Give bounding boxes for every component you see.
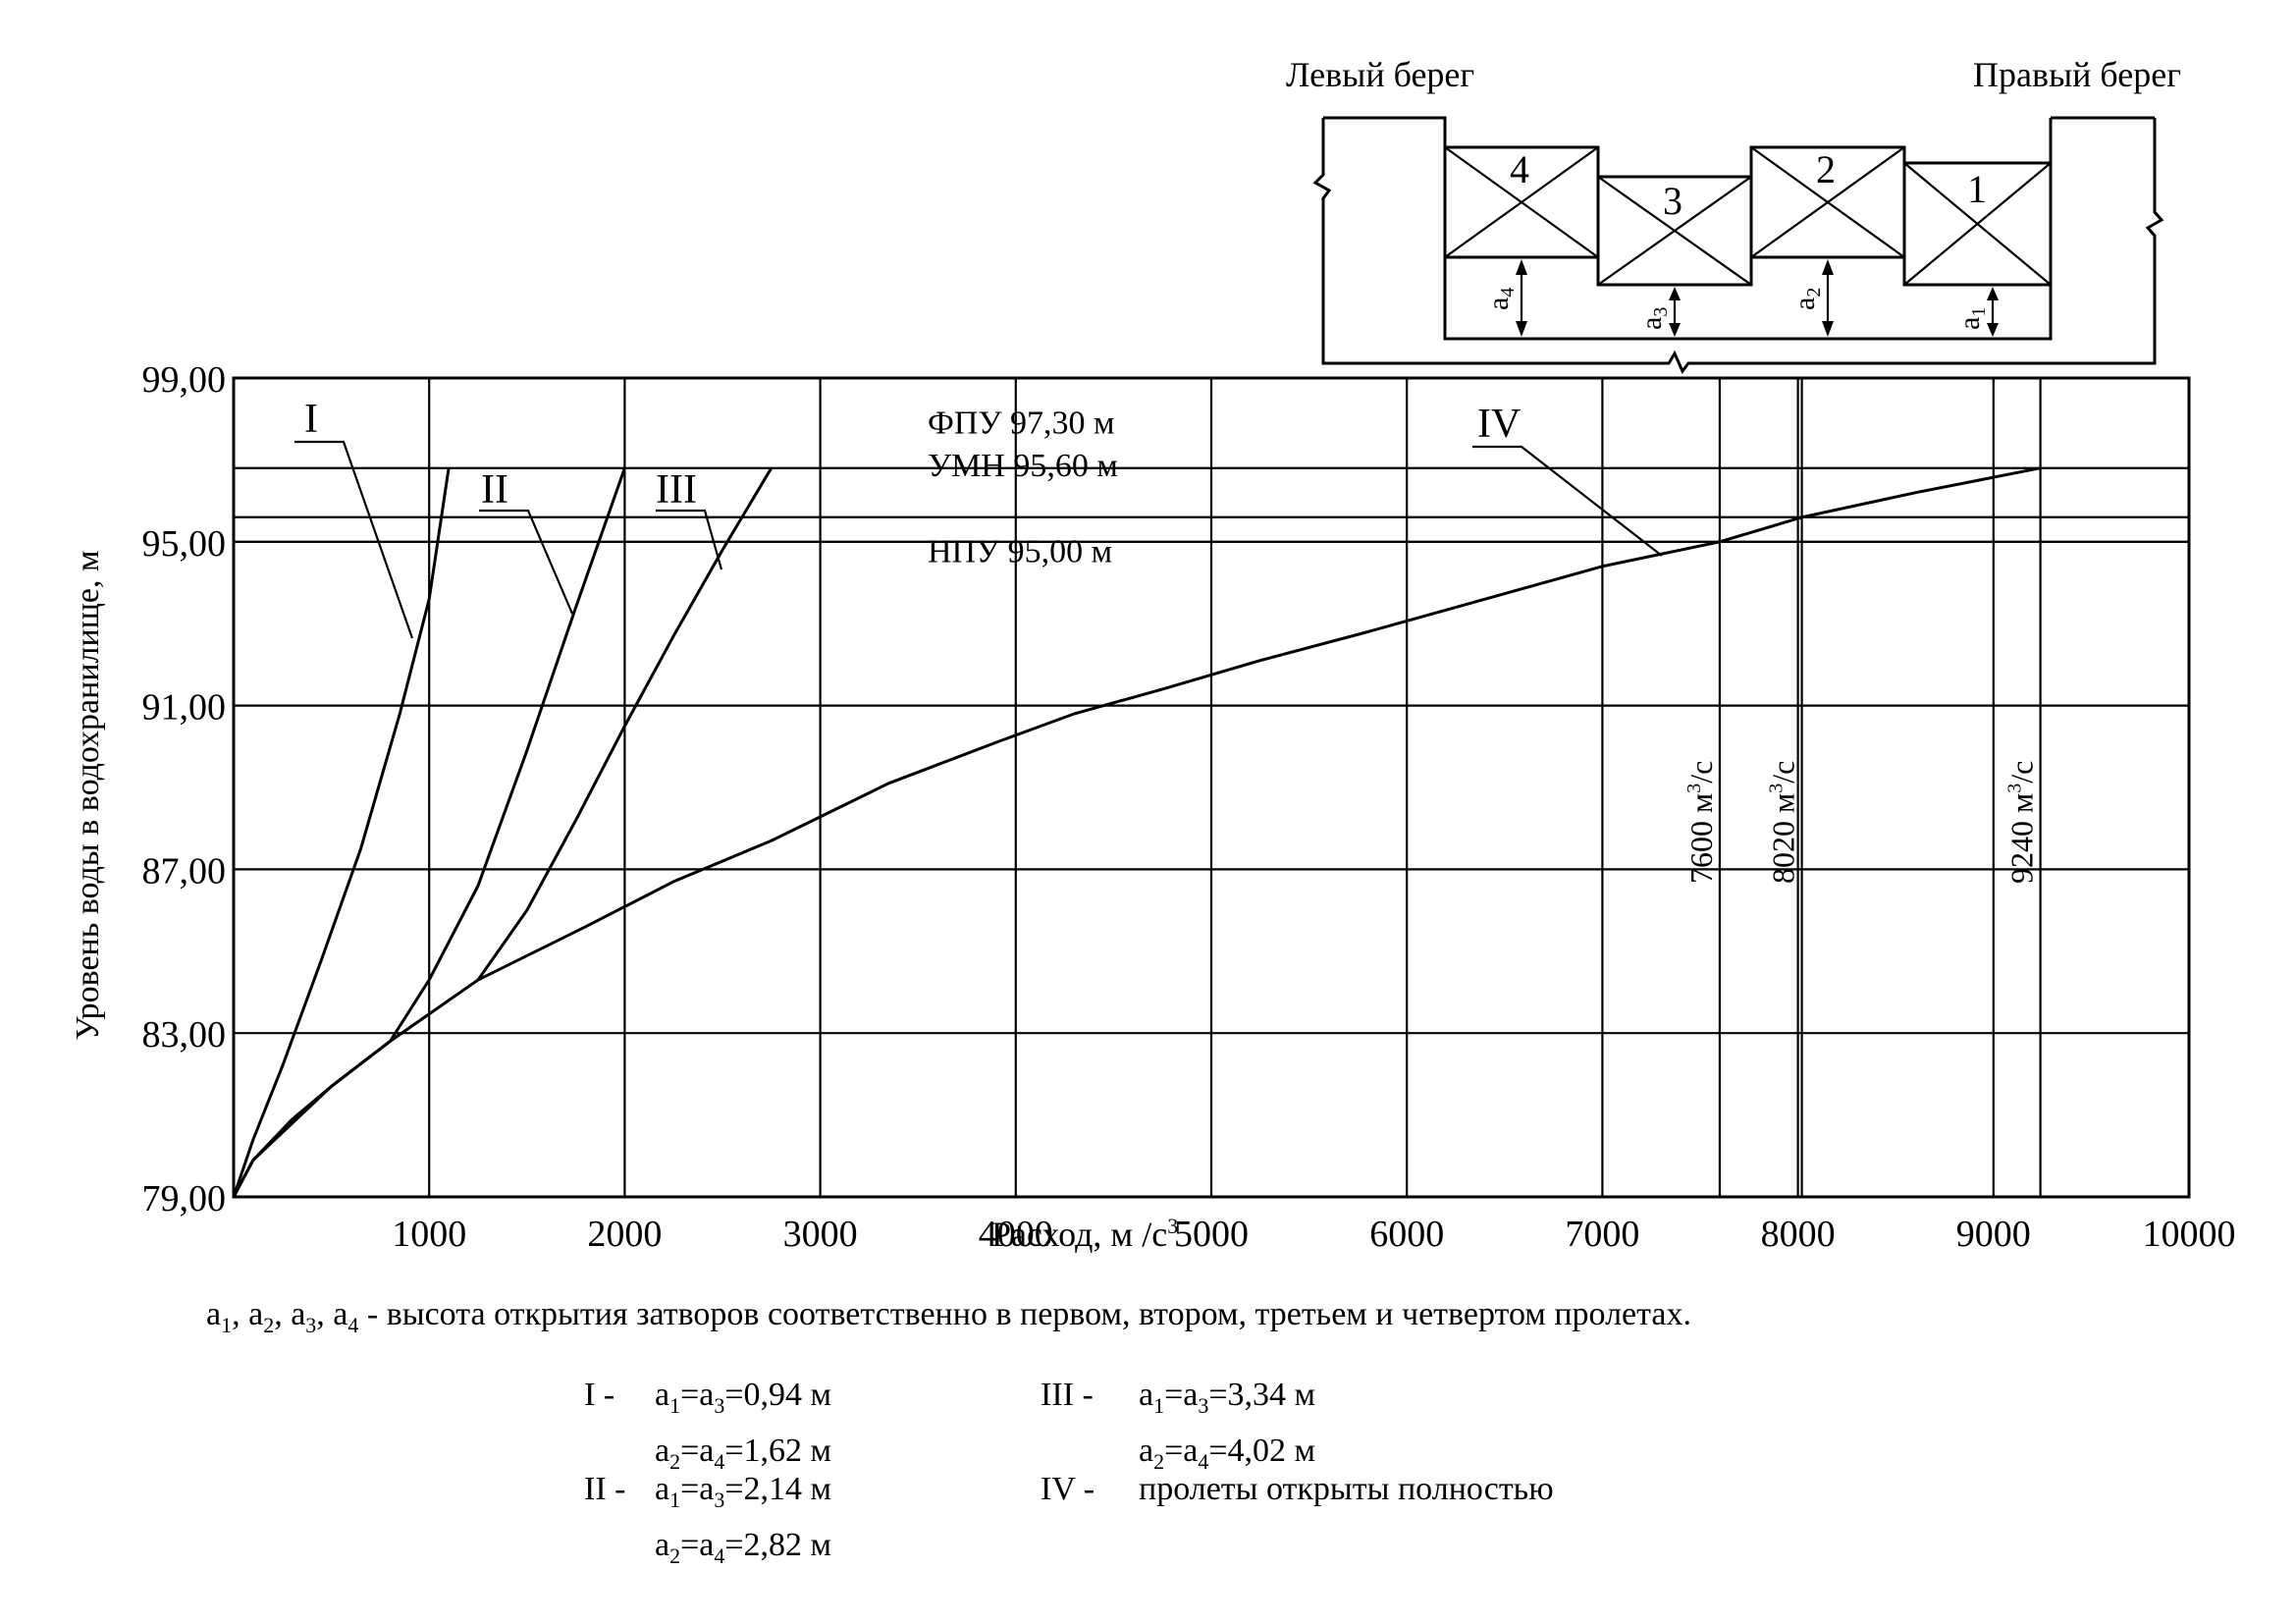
gate-number-3: 3: [1663, 179, 1682, 223]
opening-a1-label: a1: [1953, 307, 1990, 330]
callout-line-II: [479, 509, 574, 615]
y-axis-title: Уровень воды в водохранилище, м: [70, 551, 106, 1041]
x-axis-title: Расход, м /с3: [991, 1214, 1179, 1254]
series-IV: [232, 466, 2041, 1198]
gate-number-4: 4: [1510, 147, 1529, 191]
top-left-wall: [1323, 116, 1447, 147]
series-label-IV: IV: [1477, 402, 1521, 447]
level-label-1: УМН 95,60 м: [928, 448, 1118, 484]
left-bank-label: Левый берег: [1286, 55, 1474, 94]
x-tick-label-8000: 8000: [1761, 1214, 1836, 1255]
callout-line-IV: [1472, 445, 1663, 557]
discharge-label-2: 9240 м3/с: [2004, 761, 2040, 884]
legend-entry-I: I - a1=a3=0,94 м a2=a4=1,62 м: [584, 1377, 832, 1474]
series-I: [232, 467, 451, 1198]
series-label-II: II: [481, 467, 508, 513]
x-tick-label-2000: 2000: [587, 1214, 662, 1255]
y-tick-label-2: 87,00: [142, 850, 227, 892]
x-tick-label-10000: 10000: [2143, 1214, 2236, 1255]
level-label-2: НПУ 95,00 м: [928, 534, 1112, 570]
gate-number-2: 2: [1816, 147, 1836, 191]
series-label-III: III: [656, 467, 697, 513]
opening-a2-label: a2: [1789, 288, 1825, 310]
callout-line-III: [656, 509, 723, 570]
x-tick-label-7000: 7000: [1565, 1214, 1639, 1255]
legend-entry-III: III - a1=a3=3,34 м a2=a4=4,02 м: [1041, 1377, 1316, 1474]
series-label-I: I: [304, 397, 318, 442]
right-bank-label: Правый берег: [1973, 55, 2181, 94]
discharge-label-1: 8020 м3/с: [1766, 761, 1801, 884]
y-tick-label-3: 91,00: [142, 687, 227, 729]
legend-entry-IV: IV - пролеты открыты полностью: [1041, 1471, 1554, 1507]
callout-line-I: [294, 440, 414, 639]
y-tick-label-0: 79,00: [142, 1178, 227, 1219]
opening-a4-label: a4: [1482, 288, 1519, 310]
x-tick-label-6000: 6000: [1369, 1214, 1444, 1255]
legend-entry-II: II - a1=a3=2,14 м a2=a4=2,82 м: [584, 1471, 832, 1568]
left-wall: [1312, 118, 2164, 374]
x-tick-label-1000: 1000: [392, 1214, 466, 1255]
gate-number-1: 1: [1967, 167, 1987, 211]
series-III: [476, 466, 774, 981]
level-label-0: ФПУ 97,30 м: [928, 405, 1115, 441]
opening-arrows: [1516, 259, 1999, 337]
discharge-label-0: 7600 м3/с: [1683, 761, 1719, 884]
x-tick-label-9000: 9000: [1956, 1214, 2031, 1255]
opening-a3-label: a3: [1635, 307, 1672, 330]
y-tick-label-4: 95,00: [142, 523, 227, 565]
plot-frame: [232, 376, 2191, 1199]
legend-note: a1, a2, a3, a4 - высота открытия затворо…: [206, 1296, 1691, 1337]
chart-labels: 1000 2000 3000 4000 5000 6000 7000 8000 9000 1000…: [70, 359, 2236, 1255]
spillway-scheme: Левый берег Правый берег 4 3 2 1 a4 a3 a…: [1286, 55, 2181, 374]
chart-grid: [234, 378, 2189, 1197]
x-tick-label-5000: 5000: [1174, 1214, 1249, 1255]
x-tick-label-4000: 4000: [979, 1214, 1053, 1255]
gate-1: [1902, 161, 2053, 287]
x-tick-label-3000: 3000: [783, 1214, 858, 1255]
y-tick-label-5: 99,00: [142, 359, 227, 401]
y-tick-label-1: 83,00: [142, 1014, 227, 1056]
chart-series: [232, 466, 2041, 1198]
